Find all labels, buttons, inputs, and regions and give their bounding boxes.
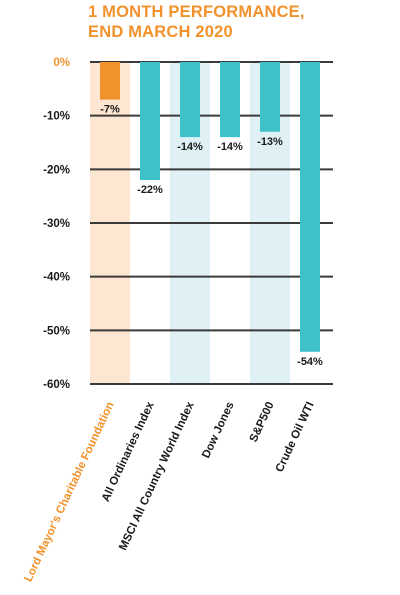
y-tick-label: 0%	[53, 57, 70, 69]
category-label: Dow Jones	[200, 400, 237, 460]
bar	[180, 62, 200, 138]
data-label: -22%	[137, 184, 163, 196]
y-tick-label: -60%	[43, 379, 70, 391]
chart-title-line-2: END MARCH 2020	[88, 23, 233, 41]
y-tick-label: -20%	[43, 164, 70, 176]
category-label: S&P500	[248, 400, 277, 444]
y-tick-label: -40%	[43, 272, 70, 284]
y-tick-label: -50%	[43, 325, 70, 337]
y-tick-label: -30%	[43, 218, 70, 230]
data-label: -7%	[100, 104, 120, 116]
chart-title-line-1: 1 MONTH PERFORMANCE,	[88, 3, 305, 21]
bar	[100, 62, 120, 100]
category-label: Crude Oil WTI	[274, 400, 317, 474]
y-tick-label: -10%	[43, 111, 70, 123]
data-label: -14%	[217, 141, 243, 153]
data-label: -13%	[257, 136, 283, 148]
data-label: -54%	[297, 356, 323, 368]
chart-title: 1 MONTH PERFORMANCE, END MARCH 2020	[88, 2, 305, 42]
data-label: -14%	[177, 141, 203, 153]
bar	[260, 62, 280, 132]
bar	[300, 62, 320, 352]
bar	[220, 62, 240, 138]
category-label: MSCI All Country World Index	[117, 400, 197, 553]
bar	[140, 62, 160, 181]
